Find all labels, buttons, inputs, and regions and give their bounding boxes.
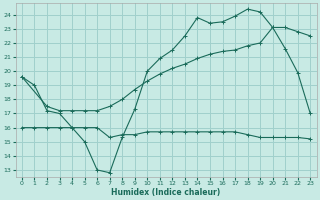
X-axis label: Humidex (Indice chaleur): Humidex (Indice chaleur)	[111, 188, 221, 197]
